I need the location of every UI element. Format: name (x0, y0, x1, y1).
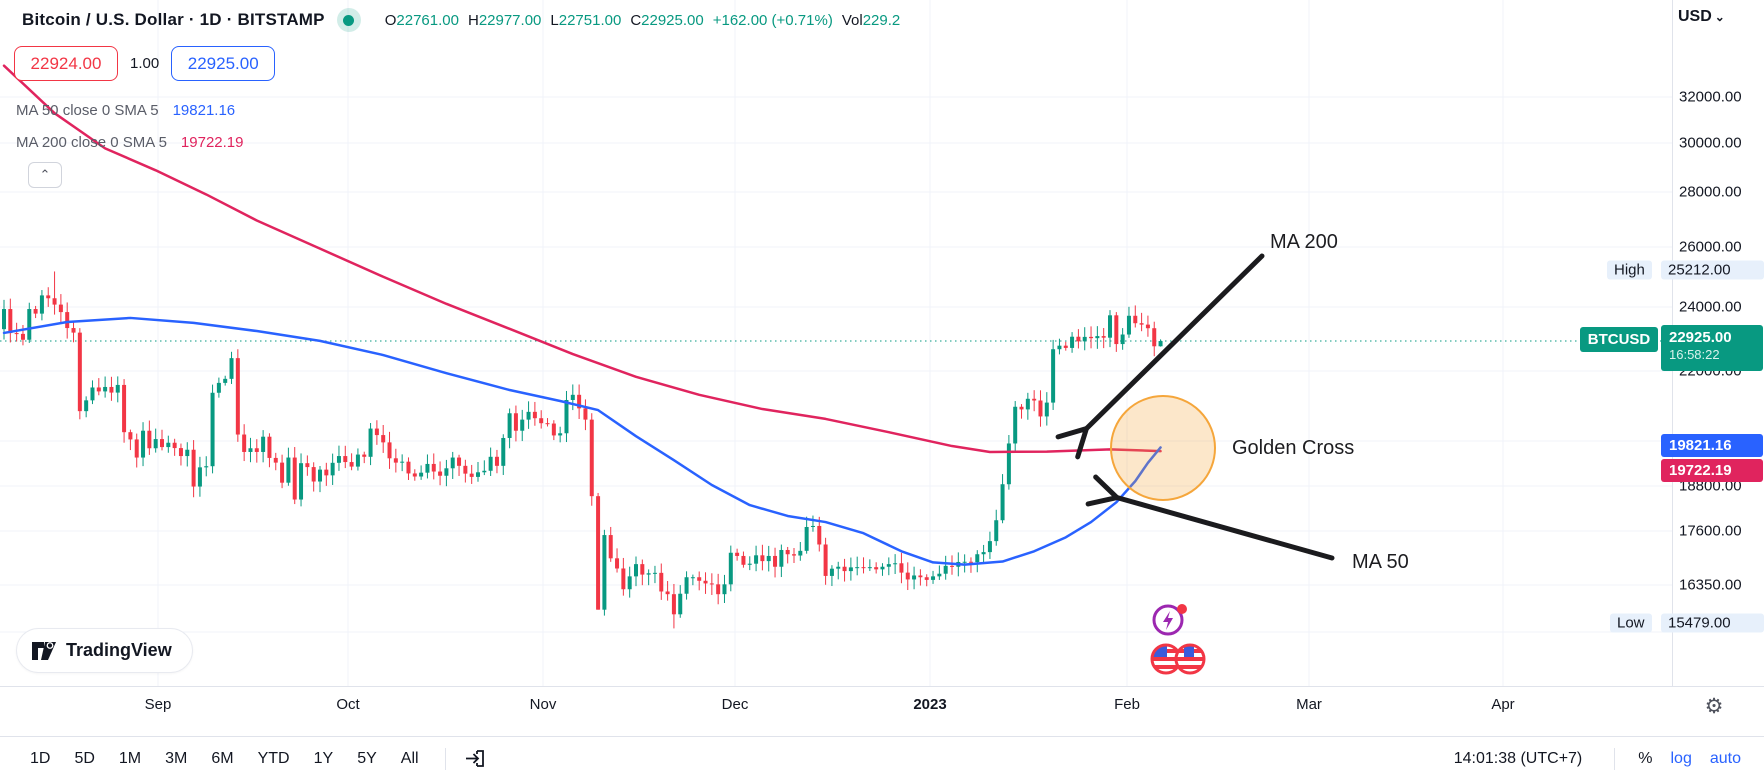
range-button-5y[interactable]: 5Y (357, 750, 377, 767)
indicator-row-ma50[interactable]: MA 50 close 0 SMA 5 19821.16 (16, 94, 244, 126)
flash-event-icon (1152, 604, 1187, 636)
time-tick-mar: Mar (1296, 696, 1322, 713)
ma50-price-badge: 19821.16 (1661, 434, 1763, 457)
spread-value: 1.00 (130, 55, 160, 72)
high-badge-label: High (1607, 260, 1652, 280)
low-badge-value: 15479.00 (1661, 613, 1764, 633)
time-tick-oct: Oct (336, 696, 360, 713)
market-open-dot-icon (336, 8, 361, 32)
auto-scale-button[interactable]: auto (1709, 750, 1741, 767)
indicator-label: MA 50 close 0 SMA 5 (16, 101, 159, 119)
range-button-all[interactable]: All (400, 750, 419, 767)
axis-settings-gear-icon[interactable]: ⚙ (1704, 694, 1724, 718)
range-button-6m[interactable]: 6M (211, 750, 234, 767)
tradingview-logo[interactable]: TradingView (16, 628, 193, 673)
toolbar-separator (1614, 748, 1616, 770)
annotation-ma200-label: MA 200 (1270, 231, 1338, 253)
indicator-value: 19722.19 (180, 133, 244, 151)
range-button-1m[interactable]: 1M (118, 750, 142, 767)
price-tick-label: 17600.00 (1679, 522, 1742, 540)
range-button-1d[interactable]: 1D (30, 750, 51, 767)
time-tick-nov: Nov (529, 696, 557, 713)
annotation-ma50-label: MA 50 (1352, 551, 1409, 573)
bar-countdown: 16:58:22 (1669, 347, 1720, 362)
price-chart-canvas[interactable] (0, 0, 1672, 686)
trade-panel: 22924.00 1.00 22925.00 (14, 46, 276, 81)
indicator-value: 19821.16 (172, 101, 236, 119)
range-button-3m[interactable]: 3M (165, 750, 188, 767)
bottom-toolbar: 1D 5D 1M 3M 6M YTD 1Y 5Y All 14:01:38 (UTC+7) % … (0, 736, 1764, 781)
log-scale-button[interactable]: log (1670, 750, 1692, 767)
time-tick-dec: Dec (721, 696, 749, 713)
symbol-badge: BTCUSD (1580, 327, 1658, 352)
percent-scale-button[interactable]: % (1638, 750, 1653, 767)
ohlc-h: H22977.00 (467, 11, 542, 29)
toolbar-right: 14:01:38 (UTC+7) % log auto (1454, 746, 1750, 772)
ohlc-readout: O22761.00 H22977.00 L22751.00 C22925.00 +162… (385, 12, 901, 29)
tradingview-logo-text: TradingView (66, 640, 172, 660)
indicator-legend: MA 50 close 0 SMA 5 19821.16 MA 200 close … (16, 94, 244, 158)
time-tick-apr: Apr (1491, 696, 1515, 713)
ohlc-c: C22925.00 (630, 11, 704, 29)
time-tick-feb: Feb (1114, 696, 1140, 713)
ohlc-l: L22751.00 (550, 11, 622, 29)
time-axis[interactable]: ⚙ Sep Oct Nov Dec 2023 Feb Mar Apr (0, 686, 1764, 736)
time-tick-sep: Sep (144, 696, 172, 713)
indicator-row-ma200[interactable]: MA 200 close 0 SMA 5 19722.19 (16, 126, 244, 158)
last-price-badge: 22925.00 16:58:22 (1661, 325, 1763, 371)
price-tick-label: 26000.00 (1679, 238, 1742, 256)
range-button-ytd[interactable]: YTD (257, 750, 290, 767)
price-tick-label: 30000.00 (1679, 134, 1742, 152)
ohlc-o: O22761.00 (384, 11, 459, 29)
price-tick-label: 28000.00 (1679, 183, 1742, 201)
tradingview-logo-icon (32, 641, 56, 660)
chart-header: Bitcoin / U.S. Dollar · 1D · BITSTAMP O2… (22, 8, 900, 32)
buy-button[interactable]: 22925.00 (171, 46, 276, 81)
symbol-title[interactable]: Bitcoin / U.S. Dollar · 1D · BITSTAMP (22, 10, 325, 29)
clock-label[interactable]: 14:01:38 (UTC+7) (1453, 750, 1583, 767)
price-tick-label: 16350.00 (1679, 576, 1742, 594)
go-to-date-icon[interactable] (460, 744, 490, 774)
us-flag-event-icon (1150, 643, 1206, 675)
chevron-down-icon: ⌄ (1714, 10, 1725, 24)
ma200-price-badge: 19722.19 (1661, 459, 1763, 482)
range-button-5d[interactable]: 5D (74, 750, 95, 767)
price-tick-label: 24000.00 (1679, 298, 1742, 316)
last-price: 22925.00 (1669, 329, 1732, 346)
price-tick-label: 32000.00 (1679, 88, 1742, 106)
range-buttons: 1D 5D 1M 3M 6M YTD 1Y 5Y All (18, 745, 431, 773)
annotation-golden-cross-label: Golden Cross (1232, 437, 1355, 459)
high-badge-value: 25212.00 (1661, 260, 1764, 280)
chevron-up-icon: ⌃ (39, 167, 51, 182)
event-icons (1146, 600, 1216, 685)
toolbar-separator (444, 748, 446, 770)
change-value: +162.00 (+0.71%) (712, 11, 833, 29)
sell-button[interactable]: 22924.00 (14, 46, 118, 81)
range-button-1y[interactable]: 1Y (313, 750, 334, 767)
volume-readout: Vol229.2 (841, 11, 901, 29)
indicator-label: MA 200 close 0 SMA 5 (16, 133, 167, 151)
currency-dropdown[interactable]: USD ⌄ (1678, 8, 1725, 26)
time-tick-2023: 2023 (913, 696, 947, 713)
legend-collapse-button[interactable]: ⌃ (28, 162, 62, 188)
low-badge-label: Low (1610, 613, 1652, 633)
currency-label: USD (1678, 8, 1712, 25)
